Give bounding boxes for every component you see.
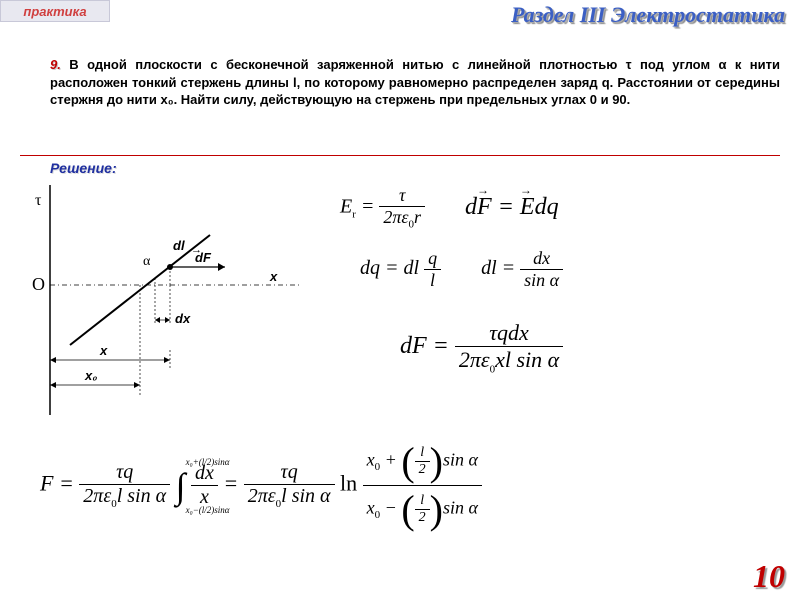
header-left-box: практика xyxy=(0,0,110,22)
formula-row-1: Er = τ2πε0r ddFF = Edq xyxy=(340,185,559,231)
svg-text:→: → xyxy=(191,244,202,256)
formula-dq: dq = dl ql xyxy=(360,248,441,291)
problem-number: 9. xyxy=(50,57,61,72)
svg-text:α: α xyxy=(143,254,151,269)
svg-text:τ: τ xyxy=(35,192,42,209)
formula-dFvec: ddFF = Edq xyxy=(465,194,559,221)
formula-dF: dF = τqdx2πε0xl sin α xyxy=(400,320,563,375)
divider xyxy=(20,155,780,156)
header-left-label: практика xyxy=(23,4,86,19)
svg-text:O: O xyxy=(32,274,45,294)
formula-row-2: dq = dl ql dl = dxsin α xyxy=(360,248,563,291)
solution-label: Решение: xyxy=(50,160,117,176)
svg-text:x: x xyxy=(269,269,278,284)
svg-text:dx: dx xyxy=(175,311,191,326)
svg-text:dl: dl xyxy=(173,238,185,253)
header-right-title: Раздел III Электростатика xyxy=(511,2,785,28)
svg-text:x₀: x₀ xyxy=(84,368,97,383)
diagram: τ O α dl dF → x dx x x₀ xyxy=(30,185,310,415)
svg-text:x: x xyxy=(99,343,108,358)
formula-final: F = τq2πε0l sin α x₀+(l/2)sinα ∫ x₀−(l/2… xyxy=(40,438,482,533)
problem-text: 9. В одной плоскости с бесконечной заряж… xyxy=(50,56,780,109)
problem-body: В одной плоскости с бесконечной заряженн… xyxy=(50,57,780,107)
formula-Er: Er = τ2πε0r xyxy=(340,185,425,231)
formula-dl: dl = dxsin α xyxy=(481,248,563,291)
page-number: 10 xyxy=(753,558,785,595)
